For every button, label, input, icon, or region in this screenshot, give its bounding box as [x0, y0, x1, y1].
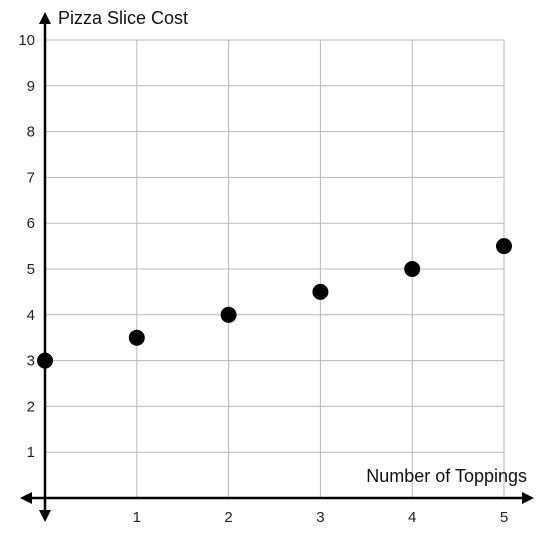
y-axis-title: Pizza Slice Cost: [58, 8, 188, 28]
y-tick-label: 4: [27, 307, 35, 324]
x-tick-labels: 1 2 3 4 5: [133, 509, 509, 526]
y-tick-label: 7: [27, 169, 35, 186]
y-tick-label: 2: [27, 398, 35, 415]
data-point: [37, 352, 53, 369]
data-points: [37, 238, 512, 369]
x-tick-label: 4: [408, 509, 416, 526]
data-point: [128, 329, 145, 346]
data-point: [220, 306, 237, 323]
y-tick-label: 10: [18, 32, 35, 49]
data-point: [496, 238, 512, 255]
y-tick-label: 8: [27, 124, 35, 141]
y-tick-label: 9: [27, 78, 35, 95]
x-axis-title: Number of Toppings: [366, 466, 527, 486]
data-point: [404, 261, 421, 277]
x-axis-arrow-left: [20, 492, 32, 504]
x-tick-label: 2: [224, 509, 232, 526]
x-tick-label: 1: [133, 509, 141, 526]
x-axis-arrow-right: [522, 492, 534, 504]
data-point: [312, 283, 329, 300]
y-axis-arrow-up: [39, 12, 51, 24]
grid: [45, 39, 505, 498]
y-axis-arrow-down: [39, 510, 51, 522]
axes: [20, 12, 534, 522]
x-tick-label: 5: [500, 509, 508, 526]
x-tick-label: 3: [316, 509, 324, 526]
y-tick-label: 6: [27, 215, 35, 232]
y-tick-labels: 1 2 3 4 5 6 7 8 9 10: [18, 32, 35, 461]
y-tick-label: 1: [27, 444, 35, 461]
y-tick-label: 3: [27, 353, 35, 370]
y-tick-label: 5: [27, 261, 35, 278]
